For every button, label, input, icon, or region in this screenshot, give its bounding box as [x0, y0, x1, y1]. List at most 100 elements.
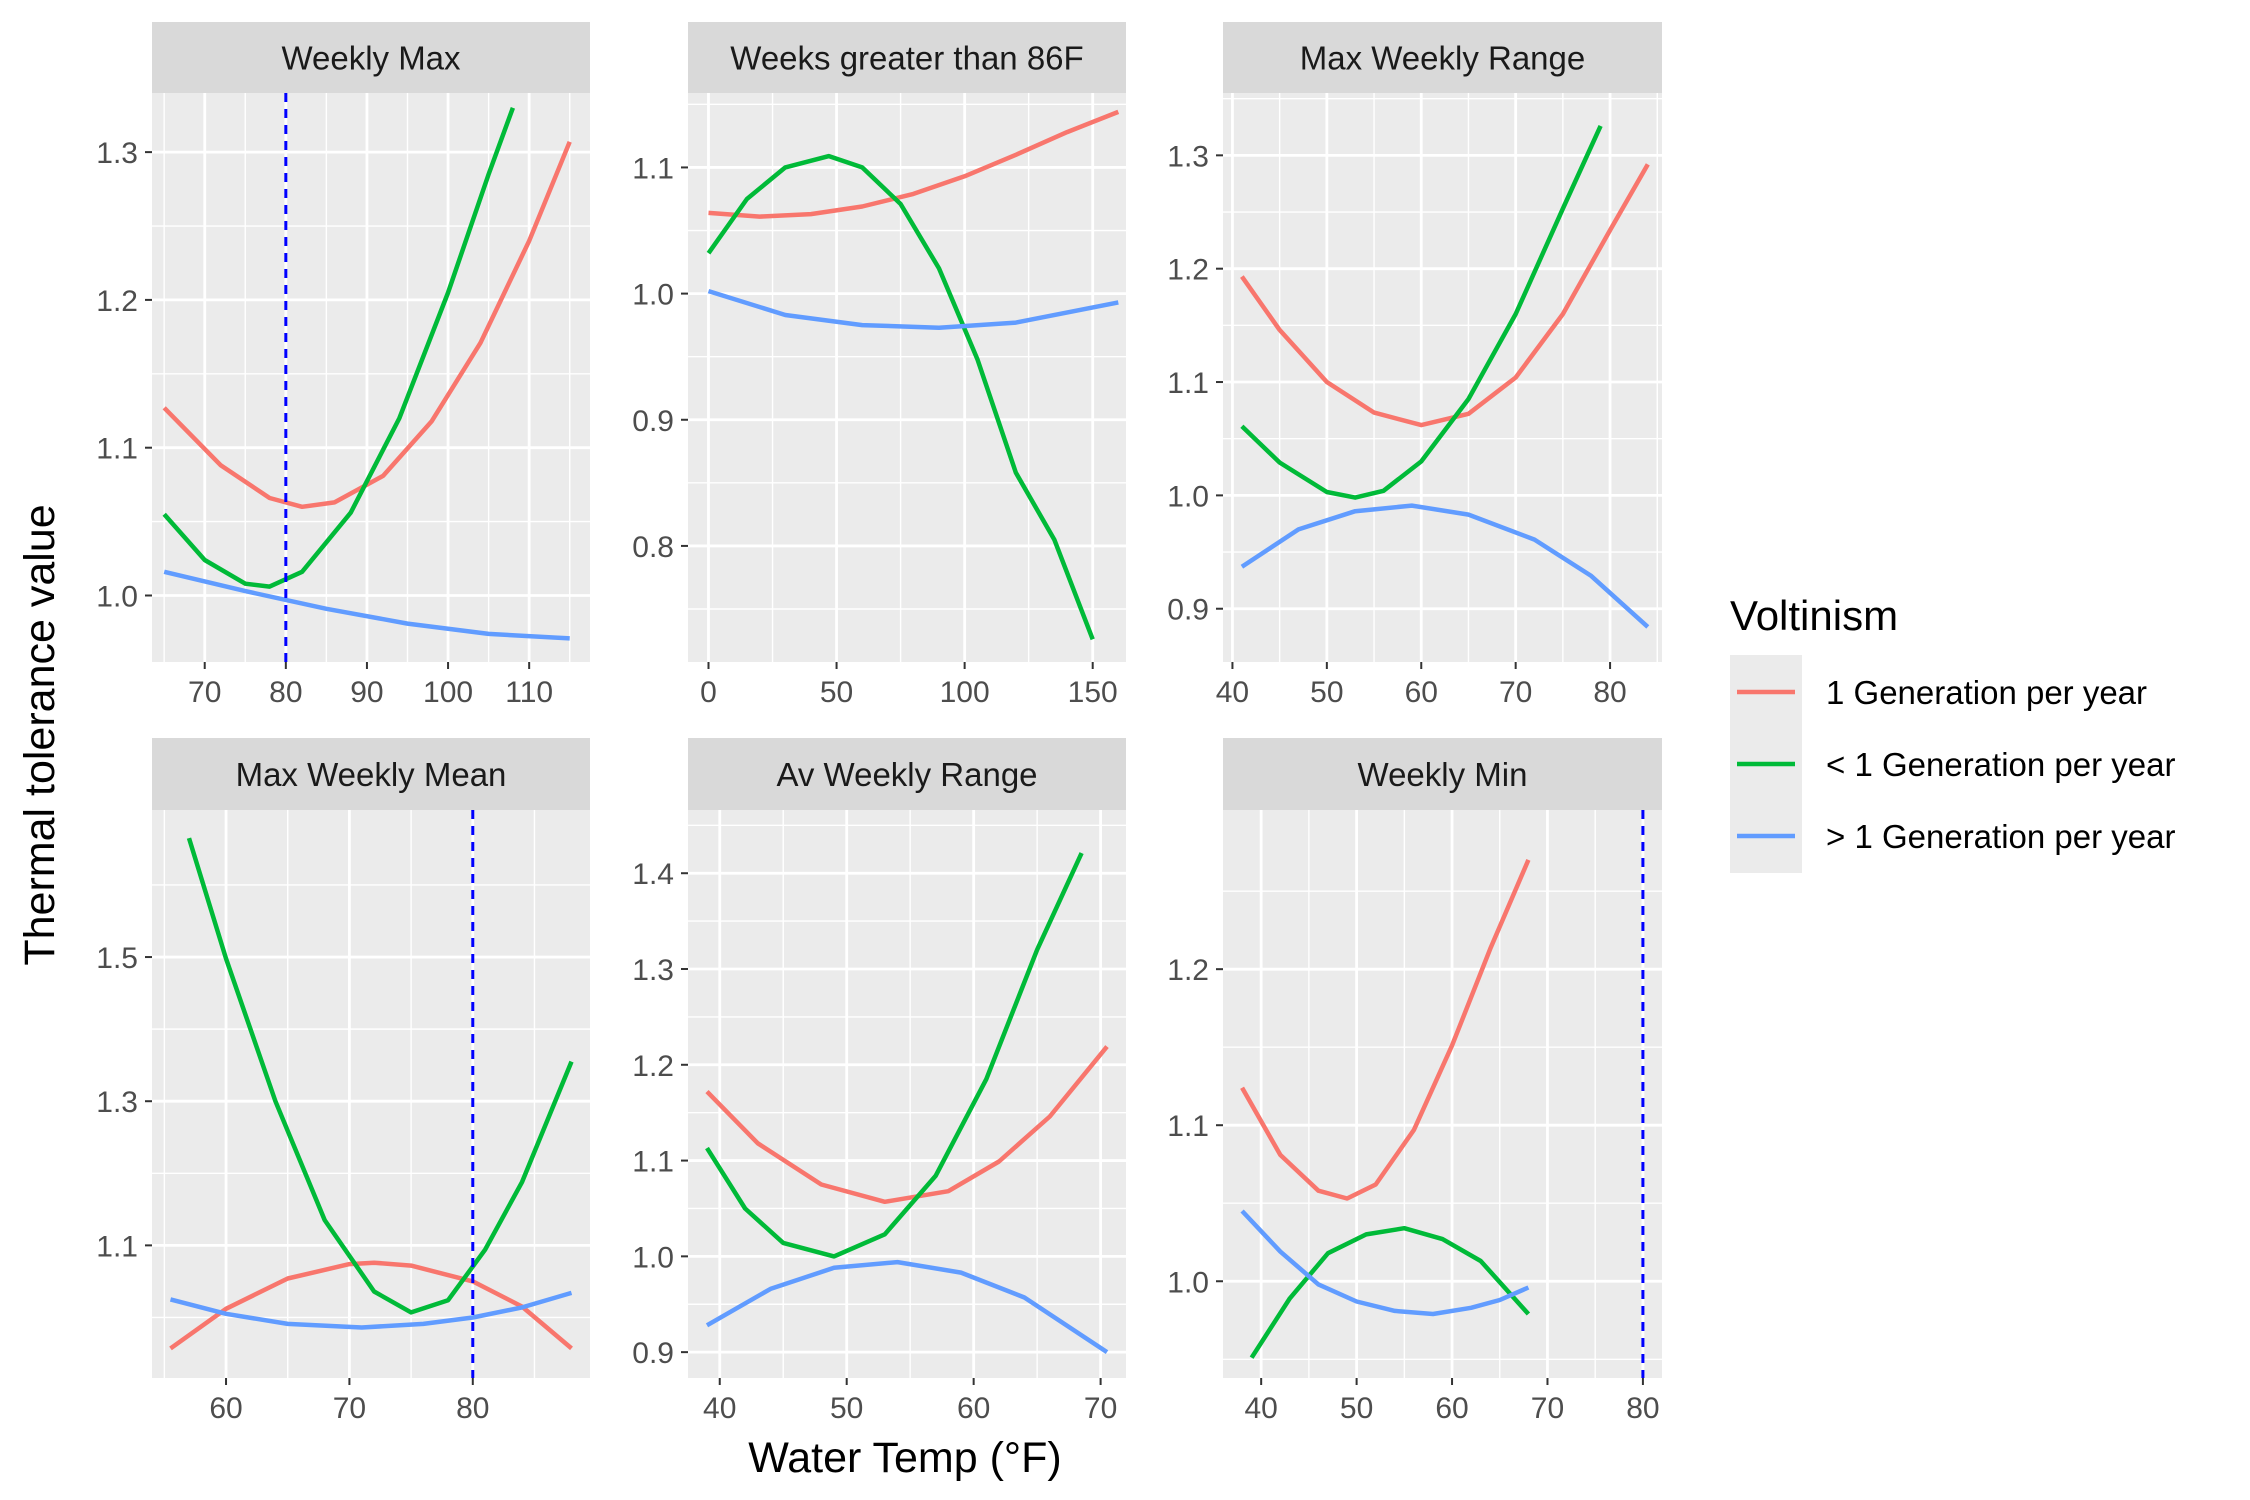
strip-title: Weeks greater than 86F [730, 40, 1083, 77]
x-tick-label: 70 [188, 676, 221, 709]
x-tick-label: 70 [333, 1392, 366, 1425]
series-line-less-than-1-generation-per-year [1249, 1225, 1531, 1359]
legend-label: 1 Generation per year [1826, 674, 2147, 711]
x-tick-label: 50 [820, 676, 853, 709]
x-tick-label: 100 [940, 676, 990, 709]
strip-title: Max Weekly Range [1300, 40, 1586, 77]
y-tick-label: 0.9 [632, 405, 674, 438]
x-tick-label: 50 [1340, 1392, 1373, 1425]
x-tick-label: 50 [830, 1392, 863, 1425]
y-tick-label: 1.3 [632, 954, 674, 987]
strip-title: Max Weekly Mean [236, 756, 507, 793]
y-tick-label: 1.0 [96, 580, 138, 613]
series-line-1-generation-per-year [169, 1260, 573, 1351]
y-tick-label: 1.3 [96, 137, 138, 170]
x-tick-label: 60 [1405, 676, 1438, 709]
series-lines [162, 107, 572, 641]
x-tick-label: 110 [505, 676, 553, 709]
y-tick-label: 1.0 [1167, 480, 1209, 513]
panel-weekly-min: Weekly Min 40 50 60 70 80 1.0 1.1 1.2 [1167, 738, 1662, 1425]
x-tick-label: 60 [209, 1392, 242, 1425]
strip-av-weekly-range [688, 738, 1126, 810]
legend-label: < 1 Generation per year [1826, 746, 2175, 783]
gridlines [1223, 810, 1662, 1378]
x-tick-label: 70 [1084, 1392, 1117, 1425]
series-line-1-generation-per-year [1240, 859, 1531, 1201]
y-tick-label: 1.2 [96, 285, 138, 318]
gridlines [152, 93, 590, 662]
series-line-more-than-1-generation-per-year [707, 288, 1119, 330]
x-tick-label: 50 [1310, 676, 1343, 709]
series-lines [169, 837, 574, 1351]
series-lines [705, 852, 1109, 1354]
y-tick-label: 1.1 [1167, 1110, 1209, 1143]
x-tick-label: 80 [1593, 676, 1626, 709]
series-line-1-generation-per-year [1240, 163, 1650, 428]
x-tick-label: 40 [1244, 1392, 1277, 1425]
facet-panels: Weekly Max 70 80 90 100 110 1.0 1.1 1.2 1.3 Weeks … [96, 22, 1662, 1425]
panel-background [152, 810, 590, 1378]
x-axis-title: Water Temp (°F) [748, 1434, 1061, 1482]
panel-av-weekly-range: Av Weekly Range 40 50 60 70 0.9 1.0 1.1 1.2 1.3 1.… [632, 738, 1126, 1425]
y-tick-label: 1.2 [1167, 254, 1209, 287]
gridlines [1223, 93, 1662, 662]
strip-weekly-max [152, 22, 590, 93]
strip-max-weekly-range [1223, 22, 1662, 93]
y-tick-label: 1.0 [1167, 1266, 1209, 1299]
y-tick-label: 1.1 [632, 1146, 674, 1179]
x-tick-label: 100 [423, 676, 473, 709]
y-tick-label: 1.1 [1167, 367, 1209, 400]
y-axis-title: Thermal tolerance value [16, 504, 64, 965]
series-line-less-than-1-generation-per-year [186, 837, 574, 1315]
panel-background [152, 93, 590, 662]
y-tick-label: 1.1 [96, 1230, 138, 1263]
x-tick-label: 150 [1068, 676, 1118, 709]
series-line-less-than-1-generation-per-year [162, 107, 516, 589]
series-line-1-generation-per-year [162, 140, 572, 510]
x-tick-label: 40 [1216, 676, 1249, 709]
legend-entries: 1 Generation per year < 1 Generation per … [1737, 674, 2175, 855]
x-tick-label: 90 [350, 676, 383, 709]
legend: Voltinism 1 Generation per year < 1 Gener… [1730, 592, 2175, 873]
legend-entry-more-than-1-generation-per-year: > 1 Generation per year [1737, 818, 2175, 855]
x-tick-label: 70 [1499, 676, 1532, 709]
x-tick-label: 40 [703, 1392, 736, 1425]
series-line-less-than-1-generation-per-year [1240, 124, 1603, 500]
series-line-more-than-1-generation-per-year [1240, 1209, 1530, 1317]
panel-max-weekly-mean: Max Weekly Mean 60 70 80 1.1 1.3 1.5 [96, 738, 590, 1425]
series-lines [706, 109, 1120, 641]
series-line-less-than-1-generation-per-year [706, 153, 1095, 641]
y-tick-label: 1.5 [96, 942, 138, 975]
legend-entry-1-generation-per-year: 1 Generation per year [1737, 674, 2147, 711]
x-tick-label: 0 [700, 676, 717, 709]
series-line-more-than-1-generation-per-year [169, 1290, 573, 1330]
y-tick-label: 1.0 [632, 1241, 674, 1274]
strip-title: Weekly Min [1358, 756, 1528, 793]
y-tick-label: 1.3 [1167, 140, 1209, 173]
x-tick-label: 80 [1626, 1392, 1659, 1425]
y-tick-label: 1.1 [96, 433, 138, 466]
x-tick-label: 80 [456, 1392, 489, 1425]
x-tick-label: 60 [1435, 1392, 1468, 1425]
panel-max-weekly-range: Max Weekly Range 40 50 60 70 80 0.9 1.0 1.1 1.2 1.… [1167, 22, 1662, 709]
series-line-more-than-1-generation-per-year [163, 569, 570, 641]
y-tick-label: 0.8 [632, 531, 674, 564]
panel-weeks-greater-than-86f: Weeks greater than 86F 0 50 100 150 0.8 0.9 1.0… [632, 22, 1126, 709]
gridlines [152, 810, 590, 1378]
series-line-more-than-1-generation-per-year [705, 1259, 1109, 1354]
panel-weekly-max: Weekly Max 70 80 90 100 110 1.0 1.1 1.2 1.3 [96, 22, 590, 709]
strip-max-weekly-mean [152, 738, 590, 810]
strip-title: Av Weekly Range [776, 756, 1037, 793]
panel-background [1223, 810, 1662, 1378]
y-tick-label: 0.9 [632, 1337, 674, 1370]
series-lines [1240, 859, 1531, 1359]
y-tick-label: 1.2 [632, 1050, 674, 1083]
y-tick-label: 1.2 [1167, 954, 1209, 987]
y-tick-label: 1.4 [632, 858, 674, 891]
series-line-1-generation-per-year [708, 109, 1120, 219]
series-line-more-than-1-generation-per-year [1240, 503, 1650, 629]
strip-weekly-min [1223, 738, 1662, 810]
panel-background [1223, 93, 1662, 662]
strip-weeks-greater-than-86f [688, 22, 1126, 93]
